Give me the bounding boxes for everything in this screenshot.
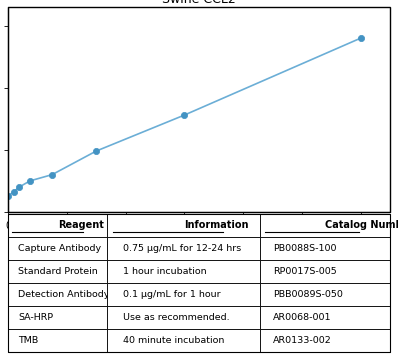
X-axis label: Protein (pg/mL): Protein (pg/mL) bbox=[159, 234, 239, 244]
Title: Swine CCL2: Swine CCL2 bbox=[162, 0, 236, 6]
Text: Catalog Number: Catalog Number bbox=[325, 220, 398, 230]
Text: Reagent: Reagent bbox=[58, 220, 103, 230]
Text: Information: Information bbox=[184, 220, 248, 230]
